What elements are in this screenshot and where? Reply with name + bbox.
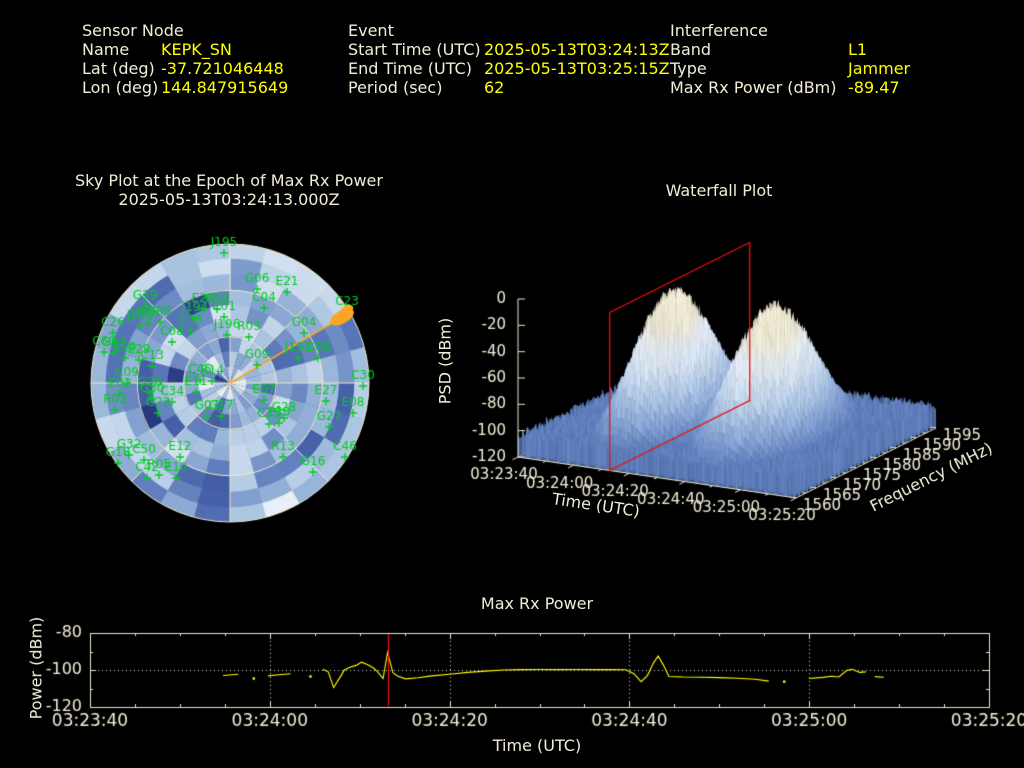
waterfall-plot-canvas	[420, 210, 1024, 540]
interference-type-row: Type Jammer	[670, 59, 910, 78]
field-label-period: Period (sec)	[348, 78, 443, 97]
interference-panel: Interference Band L1 Type Jammer Max Rx …	[670, 21, 910, 97]
field-label-type: Type	[670, 59, 707, 78]
field-value-max-rx-power: -89.47	[848, 78, 900, 97]
interference-title: Interference	[670, 21, 768, 40]
field-label-band: Band	[670, 40, 712, 59]
sensor-lat-row: Lat (deg) -37.721046448	[82, 59, 288, 78]
sensor-lon-row: Lon (deg) 144.847915649	[82, 78, 288, 97]
field-label-name: Name	[82, 40, 130, 59]
event-period-row: Period (sec) 62	[348, 78, 670, 97]
power-x-axis-label: Time (UTC)	[492, 736, 582, 755]
interference-band-row: Band L1	[670, 40, 910, 59]
field-value-end-time: 2025-05-13T03:25:15Z	[484, 59, 670, 78]
interference-power-row: Max Rx Power (dBm) -89.47	[670, 78, 910, 97]
sensor-name-row: Name KEPK_SN	[82, 40, 288, 59]
field-label-start-time: Start Time (UTC)	[348, 40, 481, 59]
waterfall-plot-title: Waterfall Plot	[665, 181, 773, 200]
event-panel: Event Start Time (UTC) 2025-05-13T03:24:…	[348, 21, 670, 97]
field-value-period: 62	[484, 78, 505, 97]
power-plot-canvas	[0, 585, 1024, 745]
event-start-row: Start Time (UTC) 2025-05-13T03:24:13Z	[348, 40, 670, 59]
field-label-lat: Lat (deg)	[82, 59, 155, 78]
sensor-node-title: Sensor Node	[82, 21, 184, 40]
sky-plot-epoch-subtitle: 2025-05-13T03:24:13.000Z	[118, 189, 340, 209]
field-value-band: L1	[848, 40, 868, 59]
event-end-row: End Time (UTC) 2025-05-13T03:25:15Z	[348, 59, 670, 78]
field-label-end-time: End Time (UTC)	[348, 59, 472, 78]
field-value-type: Jammer	[848, 59, 911, 78]
field-value-lat: -37.721046448	[161, 59, 284, 78]
sensor-node-panel: Sensor Node Name KEPK_SN Lat (deg) -37.7…	[82, 21, 288, 97]
field-label-lon: Lon (deg)	[82, 78, 159, 97]
event-title: Event	[348, 21, 394, 40]
sky-plot-title-block: Sky Plot at the Epoch of Max Rx Power 20…	[29, 171, 429, 209]
field-value-lon: 144.847915649	[161, 78, 289, 97]
field-label-max-rx-power: Max Rx Power (dBm)	[670, 78, 837, 97]
sky-plot-title: Sky Plot at the Epoch of Max Rx Power	[75, 171, 383, 190]
power-y-axis-label: Power (dBm)	[26, 616, 46, 720]
sky-plot-canvas	[55, 225, 405, 545]
field-value-start-time: 2025-05-13T03:24:13Z	[484, 40, 670, 59]
waterfall-psd-axis-label: PSD (dBm)	[435, 317, 455, 405]
field-value-name: KEPK_SN	[161, 40, 232, 59]
